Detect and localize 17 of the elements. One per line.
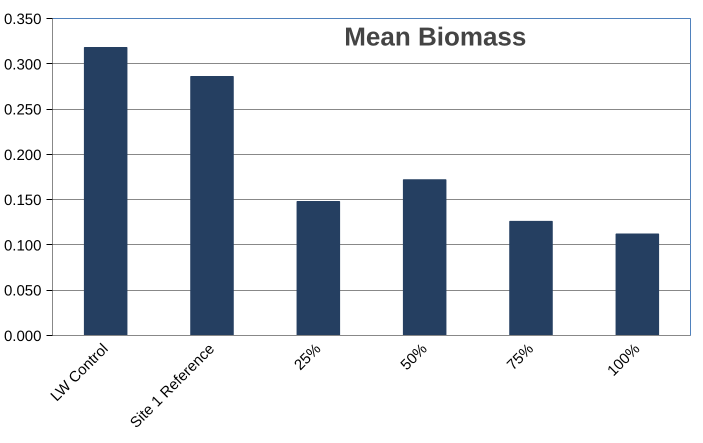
bar xyxy=(190,76,234,336)
y-tick-label: 0.100 xyxy=(4,237,42,254)
bar xyxy=(616,234,660,336)
bar xyxy=(509,220,553,336)
y-tick-label: 0.150 xyxy=(4,192,42,210)
y-tick-label: 0.350 xyxy=(4,11,42,28)
x-tick-label: 50% xyxy=(397,340,431,374)
bar xyxy=(296,200,340,336)
chart-title: Mean Biomass xyxy=(344,22,526,52)
y-tick-label: 0.000 xyxy=(4,328,42,345)
bar xyxy=(402,179,446,336)
x-tick-label: 75% xyxy=(504,340,538,374)
y-tick-label: 0.250 xyxy=(4,102,42,119)
bar xyxy=(84,46,128,336)
y-tick-label: 0.300 xyxy=(4,56,42,74)
y-tick-label: 0.050 xyxy=(4,282,42,300)
y-tick-label: 0.200 xyxy=(4,146,42,164)
